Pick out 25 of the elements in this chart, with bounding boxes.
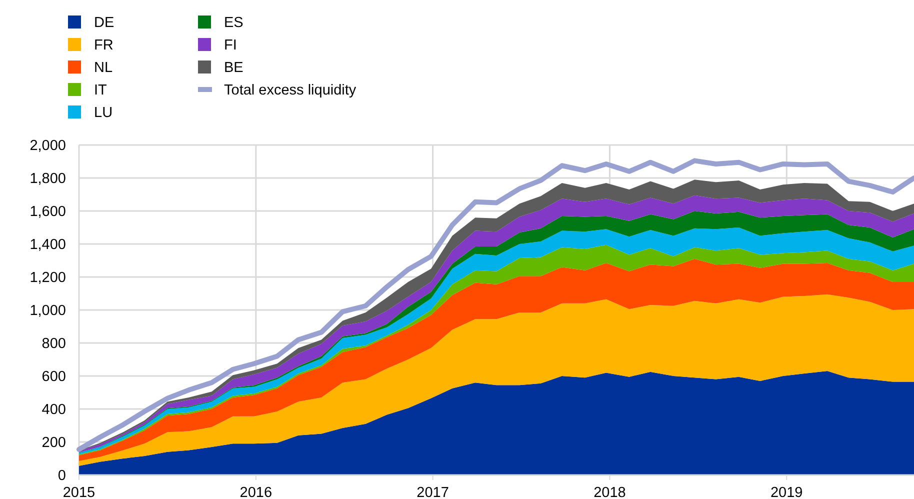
y-tick-label: 400: [42, 402, 66, 418]
y-tick-label: 1,600: [30, 204, 66, 220]
y-tick-label: 0: [58, 468, 66, 484]
legend-label: NL: [94, 60, 113, 76]
y-tick-label: 1,200: [30, 270, 66, 286]
y-tick-label: 800: [42, 336, 66, 352]
x-tick-label: 2016: [240, 485, 272, 499]
legend-label: FR: [94, 38, 114, 54]
x-tick-label: 2015: [62, 485, 96, 499]
y-tick-label: 2,000: [30, 138, 66, 154]
legend-label: Total excess liquidity: [224, 82, 357, 99]
legend-label: DE: [94, 15, 114, 32]
y-tick-label: 200: [42, 435, 66, 452]
legend-label: FI: [224, 38, 237, 54]
x-tick-label: 2018: [594, 485, 626, 499]
legend-label: IT: [94, 82, 108, 99]
y-tick-label: 600: [42, 369, 66, 386]
x-tick-label: 2017: [416, 485, 449, 499]
legend-label: ES: [224, 15, 244, 32]
y-tick-label: 1,800: [30, 171, 66, 188]
legend-label: LU: [94, 105, 113, 122]
y-tick-label: 1,400: [30, 237, 66, 254]
x-tick-label: 2019: [770, 485, 803, 499]
y-tick-label: 1,000: [30, 303, 66, 320]
legend-label: BE: [224, 60, 244, 76]
